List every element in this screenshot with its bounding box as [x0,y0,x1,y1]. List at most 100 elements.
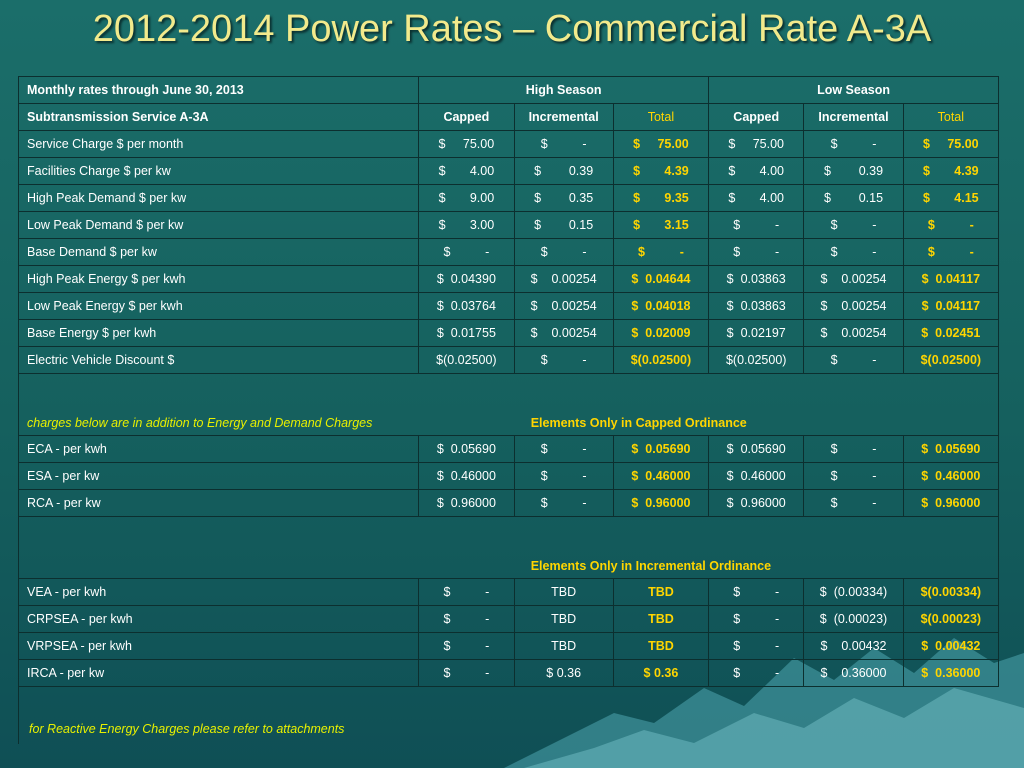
rate-cell: $ 4.00 [708,157,805,185]
row-label: High Peak Energy $ per kwh [17,265,420,293]
rate-cell: $ 0.03863 [708,265,805,293]
table-row: IRCA - per kw $ - $ 0.36 $ 0.36 $ - $ 0.36000… [17,659,1000,687]
rate-cell: $ - [803,211,904,239]
rate-cell: $ 0.03764 [418,292,515,320]
table-row: ECA - per kwh $ 0.05690 $ - $ 0.05690 $ 0.05… [17,435,1000,463]
rate-cell: $ - [513,130,614,158]
rate-cell: $ - [418,238,515,266]
rate-cell: $ 0.00254 [803,292,904,320]
rate-cell: $ 0.00254 [803,319,904,347]
rate-cell: $ 0.05690 [902,435,1000,463]
rate-cell: $ 0.15 [803,184,904,212]
rate-cell: $ 3.15 [612,211,710,239]
rate-cell: $(0.02500) [708,346,805,374]
table-row: High Peak Energy $ per kwh $ 0.04390 $ 0.0… [17,265,1000,293]
row-label: Electric Vehicle Discount $ [17,346,420,374]
rate-cell: $ 0.96000 [612,489,710,517]
row-label: VEA - per kwh [17,578,420,606]
rate-cell: $ - [708,659,805,687]
rate-cell: TBD [612,605,710,633]
row-label: Base Demand $ per kw [17,238,420,266]
rate-cell: $ - [418,605,515,633]
header-total-high: Total [612,103,710,131]
section-header-row: Elements Only in Incremental Ordinance [17,516,999,579]
row-label: Base Energy $ per kwh [17,319,420,347]
rate-cell: $ 4.39 [612,157,710,185]
table-row: Base Demand $ per kw $ - $ - $ - $ - $ - $ - [17,238,1000,266]
rate-cell: $ 75.00 [708,130,805,158]
rate-cell: $ 0.96000 [418,489,515,517]
header-incremental-high: Incremental [513,103,614,131]
rate-cell: $ 0.00432 [902,632,1000,660]
header-monthly-rates: Monthly rates through June 30, 2013 [17,76,420,104]
rate-cell: $(0.00023) [902,605,1000,633]
rate-cell: $ 4.39 [902,157,1000,185]
row-label: ECA - per kwh [17,435,420,463]
rate-cell: $ 75.00 [418,130,515,158]
section-header-row: charges below are in addition to Energy … [17,373,999,436]
header-capped-low: Capped [708,103,805,131]
rate-cell: $ 0.15 [513,211,614,239]
table-row: ESA - per kw $ 0.46000 $ - $ 0.46000 $ 0.460… [17,462,1000,490]
rate-cell: $(0.02500) [612,346,710,374]
rate-cell: $ 0.04390 [418,265,515,293]
rate-cell: $ 0.05690 [708,435,805,463]
rate-cell: $ 4.00 [418,157,515,185]
rate-cell: $ 9.35 [612,184,710,212]
rate-cell: $ 0.04644 [612,265,710,293]
rate-cell: $ - [513,435,614,463]
rate-cell: $ (0.00334) [803,578,904,606]
header-subtransmission: Subtransmission Service A-3A [17,103,420,131]
rate-cell: $ 0.01755 [418,319,515,347]
rate-cell: $ 0.02009 [612,319,710,347]
rate-cell: $ 0.46000 [902,462,1000,490]
section-note-cell [17,516,419,579]
rate-cell: $ - [418,659,515,687]
section-note-cell: charges below are in addition to Energy … [17,373,419,436]
rate-cell: TBD [612,632,710,660]
rate-cell: $ 0.00254 [513,319,614,347]
header-total-low: Total [902,103,1000,131]
rate-cell: $(0.02500) [902,346,1000,374]
rate-cell: $ (0.00023) [803,605,904,633]
rate-cell: $ 0.00254 [803,265,904,293]
rate-cell: TBD [612,578,710,606]
rate-cell: $ - [708,632,805,660]
rate-cell: $ 0.36 [513,659,614,687]
section-title: Elements Only in Incremental Ordinance [530,559,772,573]
header-incremental-low: Incremental [803,103,904,131]
row-label: ESA - per kw [17,462,420,490]
rate-cell: $ - [902,238,1000,266]
table-row: Low Peak Energy $ per kwh $ 0.03764 $ 0.00… [17,292,1000,320]
rate-cell: $ - [803,346,904,374]
rate-cell: $ 0.05690 [612,435,710,463]
row-label: Low Peak Energy $ per kwh [17,292,420,320]
rate-cell: $ - [708,578,805,606]
rates-table-body: Monthly rates through June 30, 2013 High… [17,76,1000,687]
rate-cell: $ - [708,605,805,633]
table-row: Service Charge $ per month $ 75.00 $ - $ 75… [17,130,1000,158]
rate-cell: $ 0.36000 [803,659,904,687]
footer-area: for Reactive Energy Charges please refer… [18,684,1000,744]
page-title: 2012-2014 Power Rates – Commercial Rate … [92,8,932,50]
row-label: CRPSEA - per kwh [17,605,420,633]
rate-cell: $ - [418,632,515,660]
rate-cell: $ - [803,462,904,490]
rate-cell: $ 0.35 [513,184,614,212]
rates-table: Monthly rates through June 30, 2013 High… [17,76,1000,687]
row-label: VRPSEA - per kwh [17,632,420,660]
rate-cell: $ 0.46000 [708,462,805,490]
row-label: RCA - per kw [17,489,420,517]
rate-cell: $ 75.00 [902,130,1000,158]
header-capped-high: Capped [418,103,515,131]
rate-cell: $ - [803,489,904,517]
rate-cell: $ 0.46000 [418,462,515,490]
table-row: RCA - per kw $ 0.96000 $ - $ 0.96000 $ 0.960… [17,489,1000,517]
table-row: Facilities Charge $ per kw $ 4.00 $ 0.39 $ … [17,157,1000,185]
rate-cell: $ 0.04018 [612,292,710,320]
rate-cell: $ 0.04117 [902,292,1000,320]
row-label: Service Charge $ per month [17,130,420,158]
header-high-season: High Season [418,76,710,104]
row-label: Facilities Charge $ per kw [17,157,420,185]
rate-cell: $ 0.02197 [708,319,805,347]
